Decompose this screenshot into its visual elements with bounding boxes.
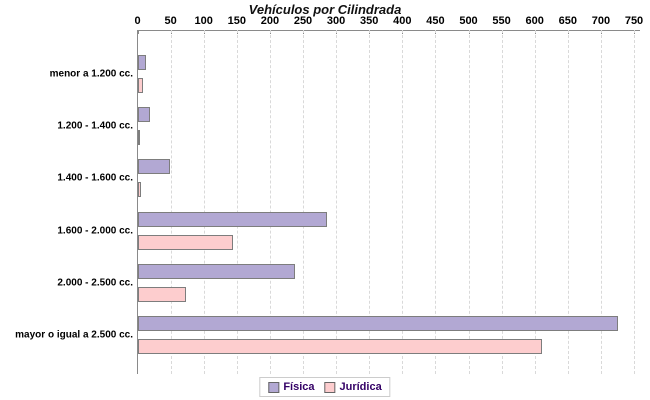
gridline bbox=[269, 30, 271, 374]
x-tick-label: 450 bbox=[426, 15, 445, 27]
legend: Física Jurídica bbox=[259, 377, 391, 397]
bar-fisica bbox=[138, 159, 170, 175]
bar-juridica bbox=[138, 182, 142, 198]
gridline bbox=[170, 30, 172, 374]
gridline bbox=[501, 30, 503, 374]
x-tick-label: 600 bbox=[525, 15, 544, 27]
category-label: mayor o igual a 2.500 cc. bbox=[15, 329, 133, 341]
legend-swatch-icon bbox=[268, 381, 280, 393]
bar-juridica bbox=[138, 339, 542, 354]
category-label: 1.600 - 2.000 cc. bbox=[57, 225, 133, 237]
x-tick-label: 350 bbox=[360, 15, 379, 27]
bar-fisica bbox=[138, 107, 150, 123]
x-tick-label: 700 bbox=[591, 15, 611, 27]
bar-fisica bbox=[138, 55, 146, 70]
gridline bbox=[567, 30, 569, 374]
gridline bbox=[402, 30, 404, 374]
gridline bbox=[369, 30, 371, 374]
x-tick-label: 750 bbox=[624, 15, 644, 27]
gridline bbox=[303, 30, 304, 374]
y-axis-line bbox=[137, 30, 138, 374]
gridline bbox=[435, 30, 437, 374]
x-tick-label: 550 bbox=[492, 15, 511, 27]
bar-juridica bbox=[138, 286, 186, 302]
x-tick-label: 200 bbox=[260, 15, 280, 27]
x-tick-label: 300 bbox=[326, 15, 346, 27]
gridline bbox=[236, 30, 238, 374]
x-tick-label: 650 bbox=[558, 15, 577, 27]
x-tick-label: 0 bbox=[134, 15, 141, 27]
gridline bbox=[634, 30, 635, 374]
category-label: 1.200 - 1.400 cc. bbox=[57, 120, 133, 132]
bar-fisica bbox=[138, 211, 327, 227]
bar-fisica bbox=[138, 316, 618, 331]
category-label: 1.400 - 1.600 cc. bbox=[57, 172, 133, 184]
x-tick-mark bbox=[137, 30, 139, 34]
bar-juridica bbox=[138, 234, 233, 250]
gridline bbox=[203, 30, 205, 374]
x-tick-label: 500 bbox=[459, 15, 478, 27]
gridline bbox=[534, 30, 536, 374]
x-tick-label: 400 bbox=[393, 15, 412, 27]
chart-title: Vehículos por Cilindrada bbox=[248, 2, 402, 17]
bar-juridica bbox=[138, 78, 143, 93]
legend-item: Jurídica bbox=[324, 381, 382, 393]
bar-fisica bbox=[138, 263, 295, 279]
bar-juridica bbox=[138, 130, 140, 146]
gridline bbox=[600, 30, 602, 374]
category-label: 2.000 - 2.500 cc. bbox=[57, 277, 133, 289]
legend-item: Física bbox=[268, 381, 315, 393]
gridline bbox=[468, 30, 470, 374]
legend-label: Jurídica bbox=[339, 381, 382, 393]
legend-swatch-icon bbox=[324, 381, 336, 393]
x-axis-line bbox=[137, 30, 640, 31]
x-tick-label: 100 bbox=[194, 15, 213, 27]
x-tick-label: 150 bbox=[227, 15, 246, 27]
category-label: menor a 1.200 cc. bbox=[49, 68, 133, 80]
x-tick-label: 50 bbox=[164, 15, 177, 27]
x-tick-label: 250 bbox=[293, 15, 313, 27]
legend-label: Física bbox=[283, 381, 315, 393]
gridline bbox=[336, 30, 338, 374]
